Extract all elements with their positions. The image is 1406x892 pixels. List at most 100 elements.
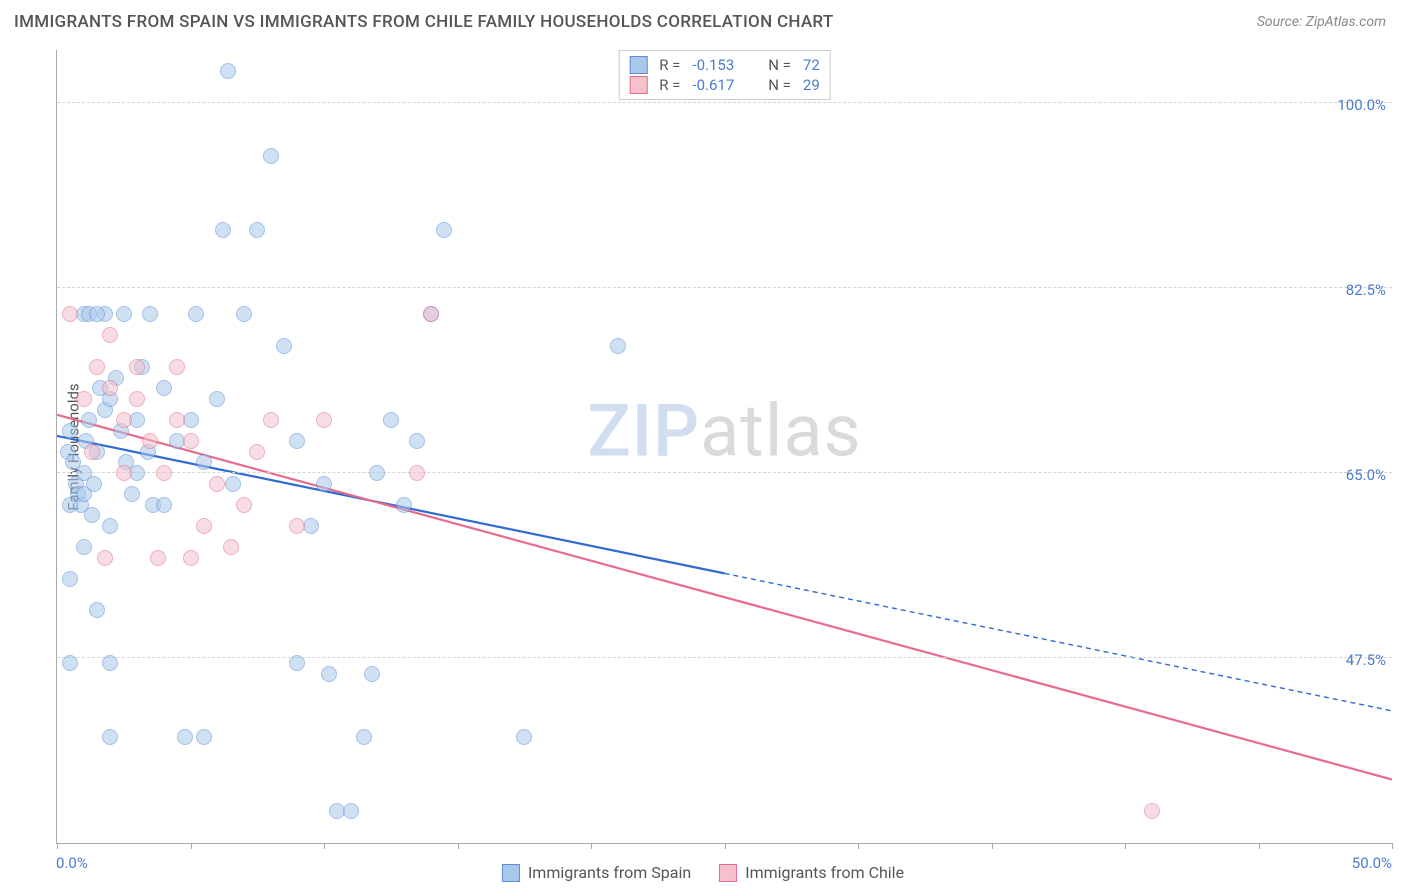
x-tick	[591, 843, 592, 849]
scatter-point	[263, 412, 279, 428]
scatter-point	[89, 359, 105, 375]
n-label: N =	[768, 56, 791, 74]
scatter-point	[62, 655, 78, 671]
scatter-point	[236, 497, 252, 513]
scatter-point	[356, 729, 372, 745]
scatter-point	[177, 729, 193, 745]
y-tick-label: 82.5%	[1346, 281, 1386, 299]
scatter-point	[183, 550, 199, 566]
scatter-point	[62, 306, 78, 322]
y-tick-label: 65.0%	[1346, 466, 1386, 484]
scatter-point	[369, 465, 385, 481]
scatter-point	[343, 803, 359, 819]
legend-stat-row: R =-0.617N =29	[629, 75, 820, 95]
scatter-point	[276, 338, 292, 354]
watermark: ZIPatlas	[587, 388, 861, 473]
x-tick	[858, 843, 859, 849]
scatter-point	[97, 550, 113, 566]
scatter-point	[225, 476, 241, 492]
legend-series-item: Immigrants from Chile	[719, 863, 904, 882]
n-value: 29	[803, 76, 820, 94]
legend-swatch	[502, 864, 520, 882]
scatter-point	[150, 550, 166, 566]
scatter-point	[316, 412, 332, 428]
gridline	[57, 102, 1392, 103]
scatter-point	[289, 518, 305, 534]
scatter-point	[289, 655, 305, 671]
scatter-point	[183, 433, 199, 449]
scatter-point	[364, 666, 380, 682]
scatter-point	[409, 433, 425, 449]
legend-series-label: Immigrants from Chile	[745, 863, 904, 882]
x-tick	[57, 843, 58, 849]
r-value: -0.153	[692, 56, 734, 74]
scatter-point	[86, 476, 102, 492]
scatter-point	[124, 486, 140, 502]
scatter-point	[316, 476, 332, 492]
x-axis-min-label: 0.0%	[56, 854, 88, 872]
scatter-point	[409, 465, 425, 481]
x-tick	[725, 843, 726, 849]
chart-header: IMMIGRANTS FROM SPAIN VS IMMIGRANTS FROM…	[0, 0, 1406, 40]
x-tick	[1259, 843, 1260, 849]
scatter-point	[156, 497, 172, 513]
x-axis-max-label: 50.0%	[1352, 854, 1392, 872]
scatter-point	[321, 666, 337, 682]
legend-stat-row: R =-0.153N =72	[629, 55, 820, 75]
legend-swatch	[629, 56, 647, 74]
legend-swatch	[719, 864, 737, 882]
scatter-point	[89, 602, 105, 618]
chart-source: Source: ZipAtlas.com	[1257, 14, 1386, 30]
scatter-point	[196, 729, 212, 745]
scatter-point	[156, 465, 172, 481]
scatter-point	[249, 222, 265, 238]
scatter-point	[116, 412, 132, 428]
correlation-legend: R =-0.153N =72R =-0.617N =29	[618, 50, 831, 100]
scatter-point	[89, 306, 105, 322]
scatter-point	[156, 380, 172, 396]
gridline	[57, 287, 1392, 288]
n-value: 72	[803, 56, 820, 74]
y-tick-label: 100.0%	[1337, 96, 1386, 114]
scatter-point	[142, 306, 158, 322]
scatter-point	[102, 380, 118, 396]
scatter-point	[209, 391, 225, 407]
scatter-point	[215, 222, 231, 238]
scatter-point	[129, 391, 145, 407]
scatter-point	[76, 391, 92, 407]
scatter-point	[76, 539, 92, 555]
scatter-point	[263, 148, 279, 164]
series-legend: Immigrants from Spain Immigrants from Chi…	[502, 863, 904, 882]
scatter-point	[142, 433, 158, 449]
chart-area: Family Households ZIPatlas R =-0.153N =7…	[50, 50, 1392, 844]
scatter-point	[289, 433, 305, 449]
plot-region: ZIPatlas R =-0.153N =72R =-0.617N =29 47…	[56, 50, 1392, 844]
y-tick-label: 47.5%	[1346, 651, 1386, 669]
scatter-point	[102, 729, 118, 745]
scatter-point	[209, 476, 225, 492]
scatter-point	[116, 306, 132, 322]
r-label: R =	[659, 76, 680, 94]
legend-swatch	[629, 76, 647, 94]
scatter-point	[116, 465, 132, 481]
scatter-point	[249, 444, 265, 460]
scatter-point	[196, 518, 212, 534]
scatter-point	[169, 359, 185, 375]
gridline	[57, 657, 1392, 658]
scatter-point	[62, 423, 78, 439]
x-tick	[1125, 843, 1126, 849]
scatter-point	[102, 655, 118, 671]
gridline	[57, 472, 1392, 473]
scatter-point	[220, 63, 236, 79]
x-tick	[1392, 843, 1393, 849]
x-tick	[458, 843, 459, 849]
chart-title: IMMIGRANTS FROM SPAIN VS IMMIGRANTS FROM…	[14, 12, 834, 32]
x-tick	[324, 843, 325, 849]
r-value: -0.617	[692, 76, 734, 94]
scatter-point	[196, 454, 212, 470]
scatter-point	[516, 729, 532, 745]
scatter-point	[1144, 803, 1160, 819]
scatter-point	[129, 359, 145, 375]
scatter-point	[610, 338, 626, 354]
legend-series-label: Immigrants from Spain	[528, 863, 691, 882]
